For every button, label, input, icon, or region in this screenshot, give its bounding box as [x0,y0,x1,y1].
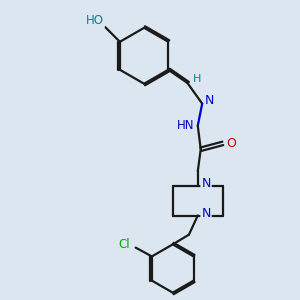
Text: H: H [193,74,201,84]
Text: N: N [201,177,211,190]
Text: O: O [226,137,236,150]
Text: N: N [201,207,211,220]
Text: N: N [205,94,214,107]
Text: HO: HO [86,14,104,27]
Text: HN: HN [177,119,194,132]
Text: Cl: Cl [118,238,130,250]
